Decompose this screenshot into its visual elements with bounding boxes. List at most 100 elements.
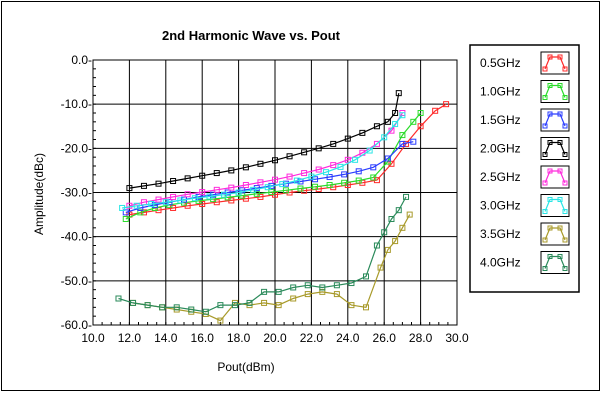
- data-point: [275, 302, 282, 309]
- data-point: [315, 166, 322, 173]
- x-tick-label: 18.0: [227, 331, 251, 345]
- data-point: [217, 302, 224, 309]
- data-point: [272, 176, 278, 183]
- data-point: [184, 191, 191, 198]
- data-point: [326, 181, 333, 188]
- y-axis-label: Amplitude(dBc): [32, 153, 46, 235]
- data-point: [348, 280, 355, 287]
- legend-marker: [557, 225, 563, 231]
- data-point: [330, 162, 337, 169]
- y-tick-label: -20.0-: [61, 141, 92, 155]
- legend-marker: [542, 209, 548, 214]
- data-point: [151, 201, 158, 208]
- legend-marker: [557, 168, 563, 174]
- data-point: [322, 169, 329, 176]
- x-tick-label: 24.0: [336, 331, 360, 345]
- x-tick-label: 28.0: [409, 331, 433, 345]
- legend-marker: [557, 254, 563, 259]
- data-point: [344, 156, 351, 163]
- y-tick-label: -10.0-: [61, 97, 92, 111]
- data-point: [126, 185, 133, 192]
- data-point: [432, 107, 439, 114]
- data-point: [395, 90, 402, 97]
- data-point: [191, 195, 198, 202]
- data-point: [348, 302, 355, 309]
- data-point: [206, 193, 213, 200]
- data-point: [213, 199, 220, 206]
- legend-marker: [557, 54, 563, 60]
- legend: 0.5GHz 1.0GHz 1.5GHz 2.0GHz 2.5GHz 3.0GHz 3.5G…: [469, 44, 580, 293]
- legend-marker: [562, 180, 568, 186]
- data-point: [286, 173, 293, 180]
- data-point: [384, 155, 391, 162]
- data-point: [381, 134, 388, 141]
- data-point: [399, 112, 406, 119]
- data-point: [373, 242, 380, 249]
- legend-marker: [547, 111, 553, 117]
- data-point: [301, 170, 308, 177]
- legend-marker: [562, 95, 568, 100]
- data-point: [210, 191, 217, 198]
- legend-marker: [542, 66, 548, 72]
- legend-marker: [542, 95, 548, 100]
- data-point: [162, 199, 169, 206]
- data-point: [170, 178, 177, 185]
- legend-marker: [557, 111, 563, 117]
- legend-marker: [562, 237, 568, 243]
- data-point: [392, 110, 399, 116]
- data-point: [297, 185, 304, 192]
- data-point: [242, 195, 249, 202]
- data-point: [308, 173, 315, 180]
- data-point: [290, 284, 297, 291]
- legend-marker: [562, 266, 568, 271]
- data-point: [126, 202, 133, 209]
- data-point: [384, 246, 391, 253]
- data-point: [399, 132, 406, 139]
- data-point: [341, 179, 348, 186]
- data-point: [330, 140, 337, 147]
- legend-label: 2.0GHz: [480, 142, 521, 156]
- legend-label: 1.0GHz: [480, 85, 521, 99]
- data-point: [410, 118, 417, 125]
- data-point: [130, 299, 137, 306]
- data-point: [188, 306, 195, 313]
- chart-frame: 2nd Harmonic Wave vs. Pout 10.0 12.0 14.0 1…: [1, 1, 600, 391]
- data-point: [133, 202, 140, 209]
- data-point: [170, 204, 177, 211]
- data-point: [261, 288, 268, 295]
- data-point: [253, 190, 260, 197]
- data-point: [319, 288, 326, 295]
- data-point: [170, 193, 177, 200]
- data-point: [384, 118, 391, 125]
- data-point: [341, 171, 348, 178]
- chart-title: 2nd Harmonic Wave vs. Pout: [162, 28, 341, 43]
- data-point: [410, 138, 417, 145]
- data-point: [315, 145, 322, 152]
- legend-line: [544, 141, 566, 155]
- data-point: [257, 179, 264, 186]
- data-point: [202, 308, 209, 315]
- data-point: [140, 182, 147, 189]
- legend-line: [544, 255, 566, 269]
- data-point: [333, 282, 340, 289]
- data-point: [137, 209, 144, 216]
- series-2.0GHz: [126, 90, 402, 192]
- legend-marker: [557, 197, 563, 202]
- grid: [92, 59, 458, 326]
- data-point: [304, 291, 311, 298]
- data-point: [144, 302, 151, 309]
- legend-marker: [562, 66, 568, 72]
- data-point: [122, 216, 129, 222]
- legend-line: [544, 84, 566, 98]
- y-tick-label: -50.0-: [61, 274, 92, 288]
- data-point: [319, 284, 326, 291]
- data-point: [359, 129, 366, 136]
- y-tick-label: -40.0-: [61, 230, 92, 244]
- data-point: [417, 110, 424, 116]
- data-point: [399, 224, 406, 231]
- data-point: [381, 229, 388, 236]
- chart-svg: 2nd Harmonic Wave vs. Pout 10.0 12.0 14.0 1…: [32, 28, 580, 374]
- data-point: [297, 178, 304, 185]
- data-point: [199, 200, 206, 207]
- data-point: [268, 189, 275, 196]
